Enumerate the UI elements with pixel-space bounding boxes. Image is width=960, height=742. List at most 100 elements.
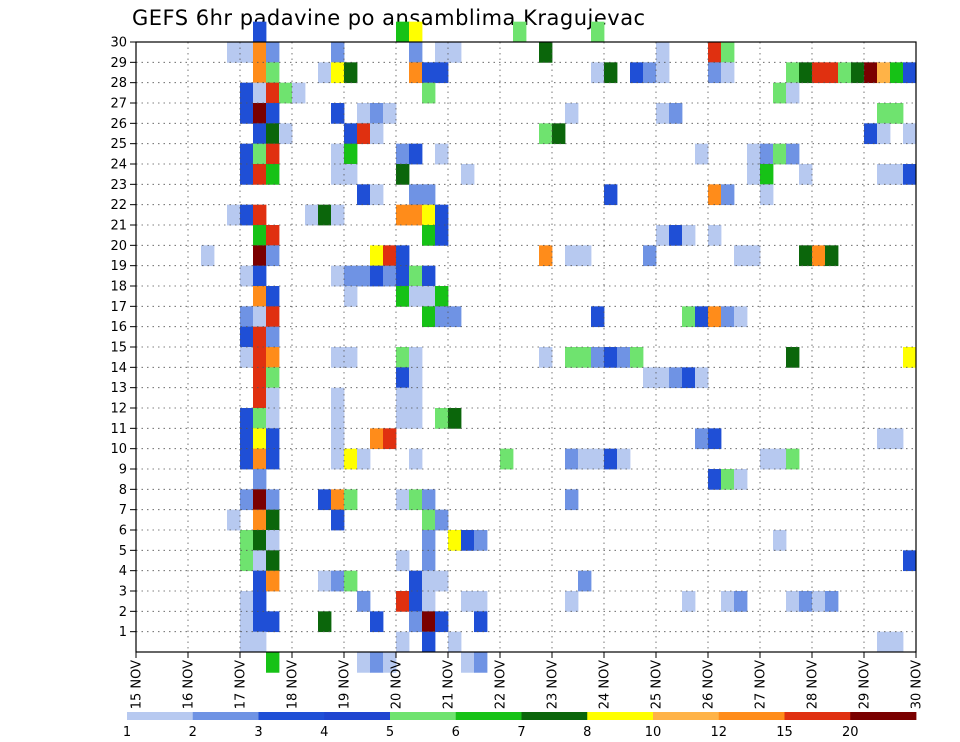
y-tick-label: 2 [119, 605, 127, 620]
heatmap-cell [734, 245, 748, 267]
heatmap-cell [708, 225, 722, 246]
heatmap-cell [903, 164, 917, 185]
y-tick-label: 7 [119, 503, 127, 518]
y-tick-label: 18 [110, 280, 127, 295]
heatmap-cell [357, 103, 371, 124]
heatmap-cell [890, 428, 904, 450]
heatmap-cell [253, 164, 267, 185]
heatmap-cell [331, 570, 345, 592]
heatmap-cell [240, 103, 254, 124]
heatmap-cell [799, 62, 813, 84]
heatmap-cell [266, 428, 280, 450]
heatmap-cell [409, 408, 423, 429]
heatmap-cell [396, 591, 410, 612]
heatmap-cell [383, 265, 397, 287]
colorbar-segment [324, 712, 391, 720]
heatmap-cell [396, 286, 410, 307]
heatmap-cell [890, 62, 904, 84]
y-axis: 1234567891011121314151617181920212223242… [110, 36, 136, 640]
heatmap-cell [409, 448, 423, 470]
heatmap-cell [513, 21, 527, 43]
heatmap-cell [903, 550, 917, 572]
heatmap-cell [253, 143, 267, 165]
heatmap-cell [656, 62, 670, 84]
colorbar-segment [258, 712, 325, 720]
heatmap-cell [565, 245, 579, 267]
heatmap-cell [240, 408, 254, 429]
y-tick-label: 19 [110, 259, 127, 274]
heatmap-cell [240, 428, 254, 450]
heatmap-cell [344, 164, 358, 185]
heatmap-cell [630, 62, 644, 84]
heatmap-cell [734, 591, 748, 612]
heatmap-cell [825, 245, 839, 267]
heatmap-cell [721, 62, 735, 84]
heatmap-cell [747, 164, 761, 185]
colorbar-label: 6 [452, 725, 460, 740]
heatmap-cells [201, 21, 917, 673]
heatmap-cell [435, 408, 449, 429]
heatmap-cell [604, 448, 618, 470]
heatmap-cell [253, 570, 267, 592]
heatmap-cell [396, 347, 410, 368]
heatmap-cell [578, 245, 592, 267]
colorbar-label: 4 [320, 725, 328, 740]
heatmap-cell [266, 550, 280, 572]
heatmap-cell [266, 652, 280, 673]
x-tick-label: 30 NOV [910, 660, 925, 709]
heatmap-cell [591, 306, 605, 328]
heatmap-cell [721, 469, 735, 490]
heatmap-cell [253, 428, 267, 450]
heatmap-cell [656, 225, 670, 246]
heatmap-cell [760, 184, 774, 206]
heatmap-cell [253, 489, 267, 511]
heatmap-cell [903, 123, 917, 145]
heatmap-cell [253, 103, 267, 124]
heatmap-cell [669, 103, 683, 124]
heatmap-cell [656, 367, 670, 389]
heatmap-cell [240, 143, 254, 165]
heatmap-cell [331, 489, 345, 511]
heatmap-cell [539, 42, 553, 63]
colorbar-segment [718, 712, 785, 720]
heatmap-cell [240, 82, 254, 104]
y-tick-label: 20 [110, 239, 127, 254]
heatmap-cell [331, 509, 345, 531]
heatmap-cell [461, 164, 475, 185]
heatmap-cell [266, 570, 280, 592]
heatmap-cell [266, 306, 280, 328]
heatmap-cell [344, 123, 358, 145]
heatmap-cell [422, 591, 436, 612]
heatmap-cell [708, 428, 722, 450]
x-tick-label: 18 NOV [286, 660, 301, 709]
heatmap-cell [409, 265, 423, 287]
y-tick-label: 5 [119, 544, 127, 559]
heatmap-cell [266, 286, 280, 307]
x-tick-label: 22 NOV [494, 660, 509, 709]
heatmap-cell [500, 448, 514, 470]
colorbar-segment [850, 712, 917, 720]
heatmap-cell [565, 448, 579, 470]
heatmap-cell [266, 387, 280, 409]
heatmap-cell [435, 42, 449, 63]
heatmap-cell [396, 550, 410, 572]
heatmap-cell [344, 570, 358, 592]
heatmap-cell [240, 591, 254, 612]
heatmap-cell [409, 42, 423, 63]
y-tick-label: 13 [110, 381, 127, 396]
colorbar-legend: 1 2 3 4 5 6 7 8 10 12 15 20 [123, 712, 917, 740]
y-tick-label: 9 [119, 463, 127, 478]
heatmap-cell [877, 103, 891, 124]
heatmap-cell [396, 489, 410, 511]
heatmap-cell [812, 245, 826, 267]
heatmap-cell [253, 265, 267, 287]
heatmap-cell [422, 509, 436, 531]
x-tick-label: 29 NOV [858, 660, 873, 709]
heatmap-cell [396, 245, 410, 267]
heatmap-cell [825, 591, 839, 612]
heatmap-cell [344, 489, 358, 511]
heatmap-cell [617, 347, 631, 368]
colorbar-segment [192, 712, 259, 720]
heatmap-cell [266, 245, 280, 267]
